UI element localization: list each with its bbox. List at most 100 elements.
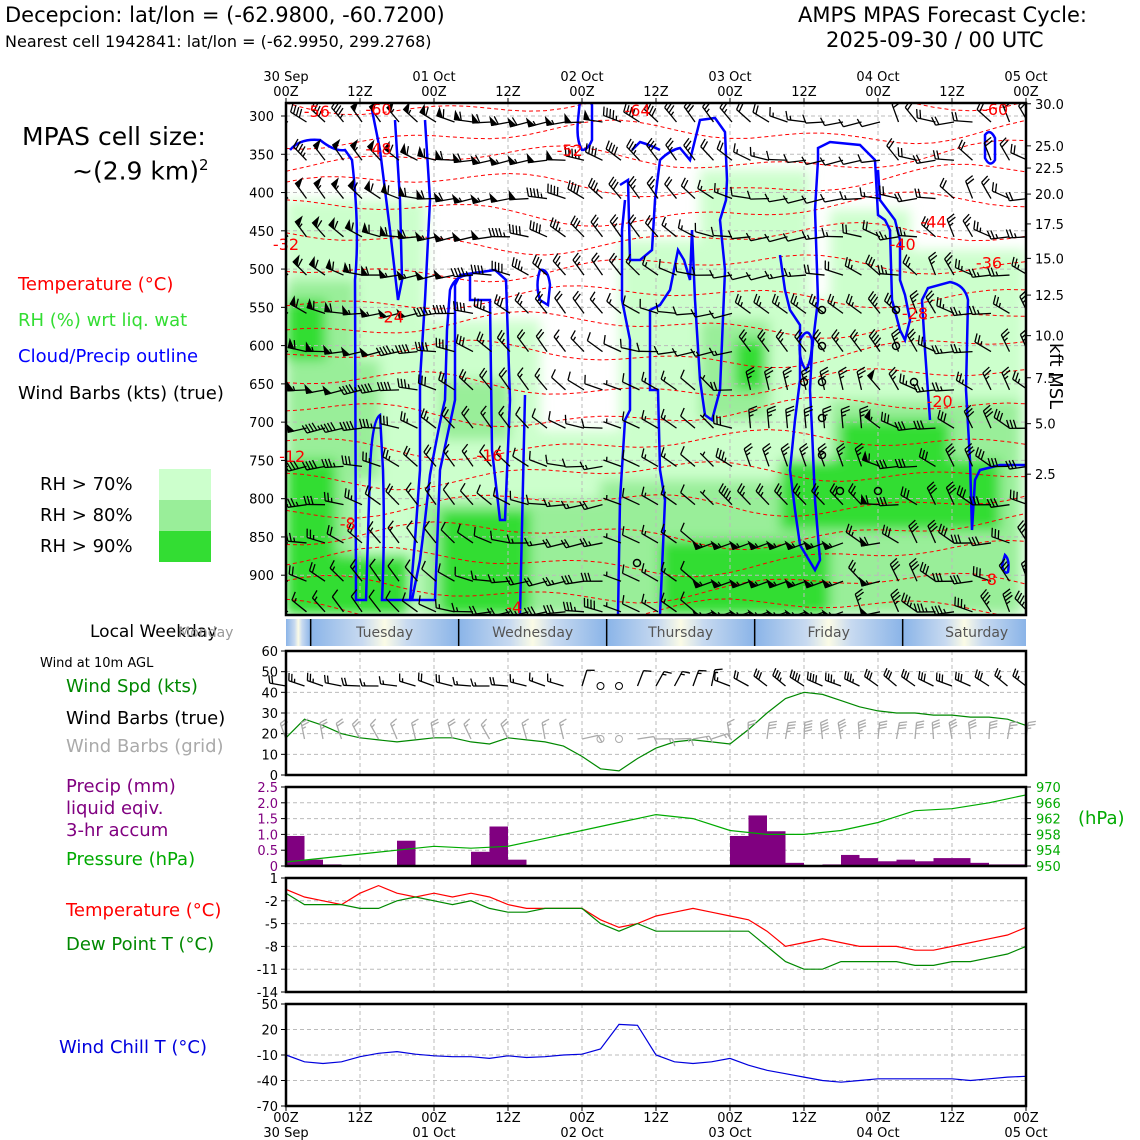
wind-barb xyxy=(535,328,548,352)
barb-feather xyxy=(301,461,308,471)
wind-barb xyxy=(748,405,758,429)
right-tick-label: 10.0 xyxy=(1035,330,1064,345)
wind-barb xyxy=(545,454,566,468)
barb-feather xyxy=(899,226,903,236)
wind-barb xyxy=(359,678,379,687)
wind-barb xyxy=(451,193,474,204)
barb-feather xyxy=(315,105,321,115)
barb-feather xyxy=(785,110,789,120)
barb-feather xyxy=(884,526,889,536)
barb-staff xyxy=(732,274,751,281)
barb-feather xyxy=(811,483,817,492)
temperature-line xyxy=(285,884,1027,951)
wind-barb xyxy=(528,450,548,468)
barb-feather xyxy=(911,564,920,571)
barb-feather xyxy=(866,670,871,679)
barb-feather xyxy=(702,141,709,150)
barb-feather xyxy=(535,328,543,337)
wind-barb xyxy=(844,256,862,276)
barb-feather xyxy=(708,347,715,356)
precip-bar xyxy=(841,854,860,866)
barb-feather xyxy=(533,188,536,198)
wind-barb xyxy=(508,190,529,201)
barb-feather xyxy=(499,297,504,307)
wind-barbs-profile xyxy=(286,103,1026,615)
barb-feather xyxy=(1012,370,1017,380)
barb-feather xyxy=(915,154,921,164)
barb-feather xyxy=(473,526,476,536)
legend-precip-3: 3-hr accum xyxy=(66,820,169,841)
wind-barb xyxy=(583,597,603,613)
wind-barb xyxy=(350,103,363,123)
y-tick-label: 1.5 xyxy=(257,813,278,828)
barb-feather xyxy=(621,411,625,421)
barb-feather xyxy=(974,333,978,343)
barb-staff xyxy=(861,121,881,128)
barb-feather xyxy=(885,269,888,275)
wind-barb xyxy=(641,410,659,429)
barb-feather xyxy=(424,342,429,352)
barb-feather xyxy=(872,296,879,305)
wind-barb xyxy=(856,366,866,391)
wind-barb xyxy=(359,307,381,318)
barb-feather xyxy=(878,231,884,240)
barb-feather xyxy=(755,483,762,492)
wind-barb xyxy=(644,214,659,238)
barb-feather xyxy=(994,183,998,193)
wind-barb xyxy=(764,270,788,280)
wind-barb xyxy=(764,193,788,203)
barb-feather xyxy=(1013,233,1017,238)
barb-feather xyxy=(503,232,506,237)
barb-feather xyxy=(723,734,728,739)
precip-bar xyxy=(915,861,934,866)
barb-feather xyxy=(447,718,455,724)
wind-barb xyxy=(498,405,511,429)
wind-barb xyxy=(734,293,751,314)
barb-feather xyxy=(985,140,993,147)
barb-feather xyxy=(348,456,351,466)
barb-feather xyxy=(566,503,570,509)
barb-feather xyxy=(320,726,325,730)
barb-feather xyxy=(420,408,425,418)
barb-feather xyxy=(782,195,789,204)
barb-feather xyxy=(879,459,884,469)
wind-barb xyxy=(972,566,992,582)
barb-feather xyxy=(748,408,758,414)
barb-flag xyxy=(359,347,370,358)
wind-barb xyxy=(377,308,400,319)
y-tick-label: -10 xyxy=(257,1049,278,1064)
barb-feather xyxy=(736,581,740,586)
barb-feather xyxy=(536,188,540,198)
wind-barb xyxy=(920,216,936,238)
temperature-contour xyxy=(286,119,1026,150)
cloud-outline xyxy=(798,331,814,373)
barb-feather xyxy=(332,462,336,468)
barb-feather xyxy=(690,308,696,318)
barb-feather xyxy=(835,338,839,343)
barb-feather xyxy=(387,381,392,391)
barb-feather xyxy=(317,425,321,430)
barb-feather xyxy=(575,220,581,229)
top-time-label: 00Z xyxy=(273,85,299,100)
barb-feather xyxy=(883,413,887,423)
wind-barb xyxy=(803,719,813,740)
barb-feather xyxy=(939,386,943,391)
barb-feather xyxy=(301,721,309,727)
wind-barb xyxy=(783,154,807,164)
barb-feather xyxy=(774,483,780,492)
barb-feather xyxy=(305,461,311,470)
barb-feather xyxy=(831,485,838,494)
temperature-contour xyxy=(286,539,1026,578)
barb-feather xyxy=(641,448,645,458)
barb-feather xyxy=(743,443,752,450)
wind-barb xyxy=(931,719,941,740)
barb-feather xyxy=(763,446,772,453)
wind-barb xyxy=(641,371,659,391)
barb-flag xyxy=(350,103,358,113)
calm-marker xyxy=(835,486,845,496)
barb-feather xyxy=(738,329,746,338)
barb-feather xyxy=(406,418,409,424)
barb-feather xyxy=(655,302,659,312)
wind-barb xyxy=(505,576,529,586)
barb-feather xyxy=(1002,369,1011,377)
